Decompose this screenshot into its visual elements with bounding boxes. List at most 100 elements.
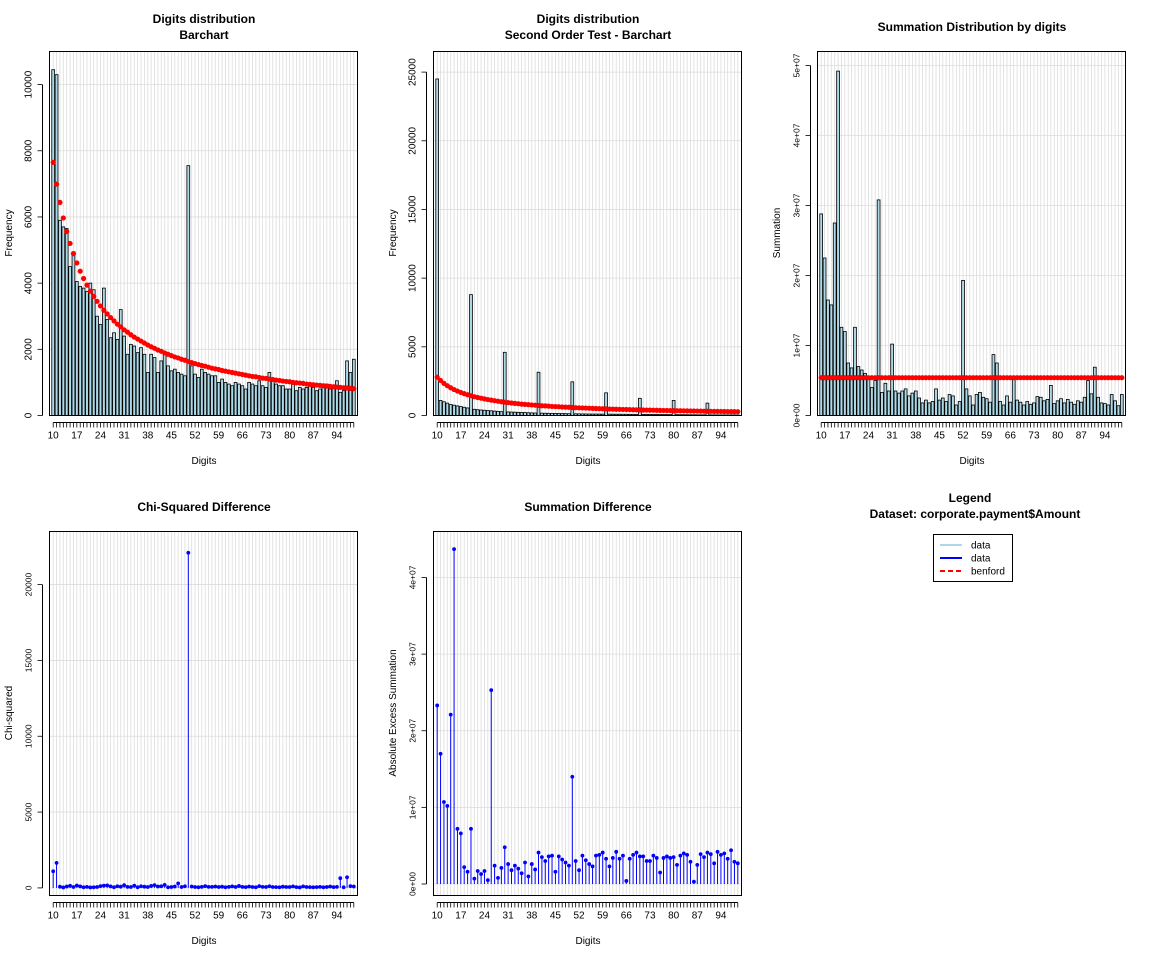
bar bbox=[870, 387, 874, 416]
x-tick-label: 66 bbox=[237, 431, 249, 442]
bar bbox=[937, 399, 942, 416]
x-tick-label: 94 bbox=[715, 431, 727, 442]
bar bbox=[139, 347, 143, 416]
data-point bbox=[115, 884, 120, 889]
bar bbox=[1099, 402, 1104, 416]
bar bbox=[866, 376, 871, 416]
bar bbox=[913, 390, 918, 416]
data-point bbox=[88, 885, 93, 890]
y-tick-label: 15000 bbox=[24, 648, 34, 672]
data-point bbox=[345, 875, 349, 880]
benford-point bbox=[80, 275, 87, 282]
y-tick-label: 1e+07 bbox=[408, 795, 418, 819]
bar bbox=[930, 401, 935, 416]
bar bbox=[284, 388, 289, 416]
data-point bbox=[199, 884, 204, 889]
y-axis-label: Chi-squared bbox=[4, 686, 15, 740]
bar bbox=[1032, 402, 1036, 416]
data-point bbox=[540, 855, 544, 860]
data-point bbox=[260, 884, 265, 889]
legend-panel: Legend Dataset: corporate.payment$Amount… bbox=[870, 491, 1080, 582]
bar bbox=[435, 78, 440, 416]
data-point bbox=[64, 884, 69, 889]
data-point bbox=[179, 885, 184, 889]
chart-subtitle: Barchart bbox=[179, 28, 228, 42]
bar bbox=[159, 360, 164, 416]
bar bbox=[1079, 401, 1084, 416]
data-point bbox=[162, 882, 167, 887]
benford-point bbox=[57, 199, 63, 205]
bar bbox=[832, 222, 837, 416]
data-point bbox=[253, 885, 258, 890]
data-point bbox=[637, 854, 642, 859]
x-tick-label: 10 bbox=[432, 911, 444, 922]
benford-point bbox=[87, 288, 93, 294]
bar bbox=[1049, 384, 1053, 416]
benford-point bbox=[77, 268, 83, 274]
x-tick-label: 66 bbox=[621, 911, 633, 922]
data-point bbox=[688, 859, 693, 864]
x-tick-label: 45 bbox=[550, 911, 562, 922]
bar bbox=[338, 391, 343, 416]
data-point bbox=[125, 884, 130, 889]
data-point bbox=[442, 800, 446, 804]
benford-point bbox=[101, 307, 107, 313]
data-point bbox=[156, 884, 160, 889]
x-tick-label: 31 bbox=[503, 911, 515, 922]
data-point bbox=[324, 885, 329, 889]
bar bbox=[172, 368, 177, 416]
data-point bbox=[590, 864, 595, 869]
y-tick-label: 4e+07 bbox=[408, 565, 418, 589]
y-tick-label: 2e+07 bbox=[408, 719, 418, 743]
data-point bbox=[675, 862, 679, 867]
bar bbox=[206, 373, 211, 416]
data-point bbox=[145, 885, 150, 889]
data-point bbox=[681, 851, 686, 856]
data-point bbox=[651, 853, 656, 858]
bar bbox=[978, 391, 982, 416]
x-tick-label: 10 bbox=[816, 431, 828, 442]
data-point bbox=[735, 861, 740, 866]
x-tick-label: 73 bbox=[644, 911, 656, 922]
bar bbox=[479, 409, 483, 416]
bar bbox=[1022, 404, 1026, 416]
x-tick-label: 38 bbox=[526, 911, 538, 922]
data-point bbox=[247, 884, 252, 889]
x-tick-label: 31 bbox=[503, 431, 515, 442]
bar bbox=[472, 408, 477, 416]
benford-point bbox=[84, 282, 90, 288]
bar bbox=[459, 406, 463, 416]
data-point bbox=[243, 885, 248, 890]
data-point bbox=[604, 856, 608, 861]
bar bbox=[492, 410, 497, 416]
legend-label: benford bbox=[971, 567, 1005, 578]
bar bbox=[961, 279, 965, 416]
bar bbox=[216, 382, 221, 416]
data-point bbox=[152, 883, 157, 888]
data-point bbox=[132, 883, 137, 888]
y-tick-label: 3e+07 bbox=[408, 642, 418, 666]
data-point bbox=[189, 884, 194, 889]
data-point bbox=[314, 885, 319, 890]
data-point bbox=[496, 875, 500, 880]
data-point bbox=[614, 849, 619, 854]
bar bbox=[1092, 366, 1097, 416]
bar bbox=[1065, 398, 1070, 416]
bar bbox=[61, 226, 66, 416]
bar bbox=[88, 282, 93, 416]
x-tick-label: 24 bbox=[863, 431, 875, 442]
benford-point bbox=[60, 215, 66, 221]
data-point bbox=[169, 885, 174, 889]
bar bbox=[846, 362, 851, 416]
data-point bbox=[294, 885, 299, 890]
data-point bbox=[85, 884, 89, 889]
bar bbox=[281, 385, 285, 416]
x-tick-label: 73 bbox=[644, 431, 656, 442]
bar bbox=[51, 69, 56, 416]
bar bbox=[998, 401, 1003, 416]
y-tick-label: 3e+07 bbox=[792, 193, 802, 217]
y-tick-label: 0 bbox=[24, 412, 35, 418]
data-point bbox=[472, 876, 477, 881]
x-tick-label: 10 bbox=[48, 911, 60, 922]
benford-point bbox=[108, 314, 114, 321]
